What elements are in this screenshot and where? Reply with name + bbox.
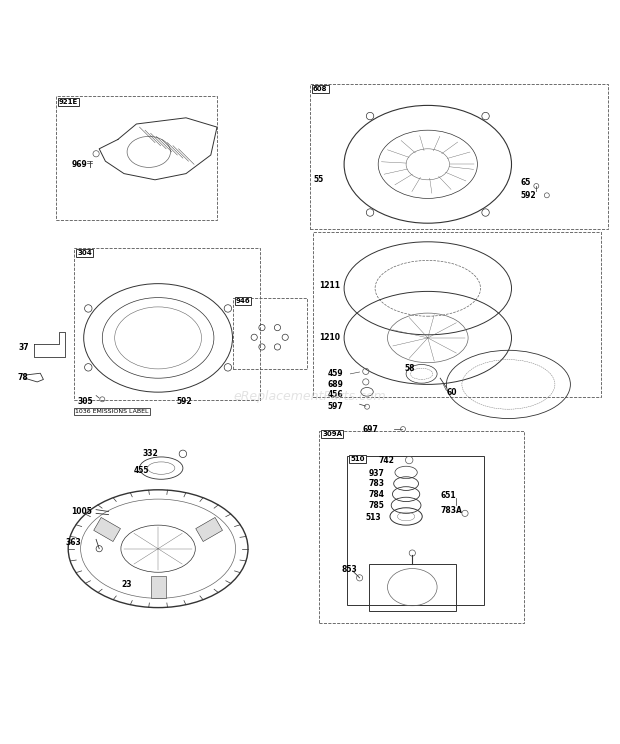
Bar bbox=[94, 518, 120, 542]
Bar bbox=[319, 431, 524, 623]
Text: 55: 55 bbox=[313, 176, 324, 185]
Text: 304: 304 bbox=[78, 250, 92, 256]
Text: 783A: 783A bbox=[440, 507, 462, 516]
Text: 332: 332 bbox=[143, 449, 158, 458]
Text: 513: 513 bbox=[366, 513, 381, 522]
Bar bbox=[310, 84, 608, 229]
Text: 23: 23 bbox=[121, 580, 131, 589]
Text: 608: 608 bbox=[313, 86, 327, 92]
Bar bbox=[74, 248, 260, 400]
Bar bbox=[313, 232, 601, 397]
Text: 597: 597 bbox=[327, 402, 343, 411]
Text: 1210: 1210 bbox=[319, 333, 340, 342]
Text: 946: 946 bbox=[236, 298, 250, 304]
Text: 592: 592 bbox=[177, 397, 192, 406]
Text: 60: 60 bbox=[446, 388, 457, 397]
Text: 309A: 309A bbox=[322, 431, 342, 437]
Bar bbox=[151, 576, 166, 598]
Text: 37: 37 bbox=[19, 343, 29, 352]
Text: 363: 363 bbox=[65, 538, 81, 547]
Text: 459: 459 bbox=[327, 369, 343, 378]
Text: 783: 783 bbox=[369, 479, 385, 488]
Text: 784: 784 bbox=[369, 490, 385, 498]
Text: 785: 785 bbox=[369, 501, 385, 510]
Text: 1005: 1005 bbox=[71, 507, 92, 516]
Bar bbox=[347, 455, 484, 604]
Text: 305: 305 bbox=[78, 397, 93, 406]
Text: 697: 697 bbox=[363, 425, 379, 434]
Text: 969: 969 bbox=[71, 160, 87, 169]
Text: 456: 456 bbox=[327, 391, 343, 400]
Text: 689: 689 bbox=[327, 380, 343, 389]
Text: 853: 853 bbox=[341, 565, 356, 574]
Bar bbox=[196, 518, 223, 542]
Text: 1211: 1211 bbox=[319, 280, 340, 289]
Text: 510: 510 bbox=[350, 456, 365, 462]
Text: 58: 58 bbox=[404, 365, 415, 373]
Bar bbox=[56, 96, 217, 220]
Text: 592: 592 bbox=[521, 190, 536, 200]
Text: 78: 78 bbox=[17, 373, 28, 382]
Text: 1036 EMISSIONS LABEL: 1036 EMISSIONS LABEL bbox=[75, 409, 148, 414]
Bar bbox=[369, 564, 456, 611]
Text: 65: 65 bbox=[521, 179, 531, 187]
Bar bbox=[232, 298, 307, 369]
Text: 742: 742 bbox=[378, 455, 394, 464]
Text: 455: 455 bbox=[133, 466, 149, 475]
Text: 937: 937 bbox=[369, 469, 385, 478]
Text: 651: 651 bbox=[440, 492, 456, 501]
Text: eReplacementParts.com: eReplacementParts.com bbox=[234, 391, 386, 403]
Text: 921E: 921E bbox=[59, 99, 78, 106]
